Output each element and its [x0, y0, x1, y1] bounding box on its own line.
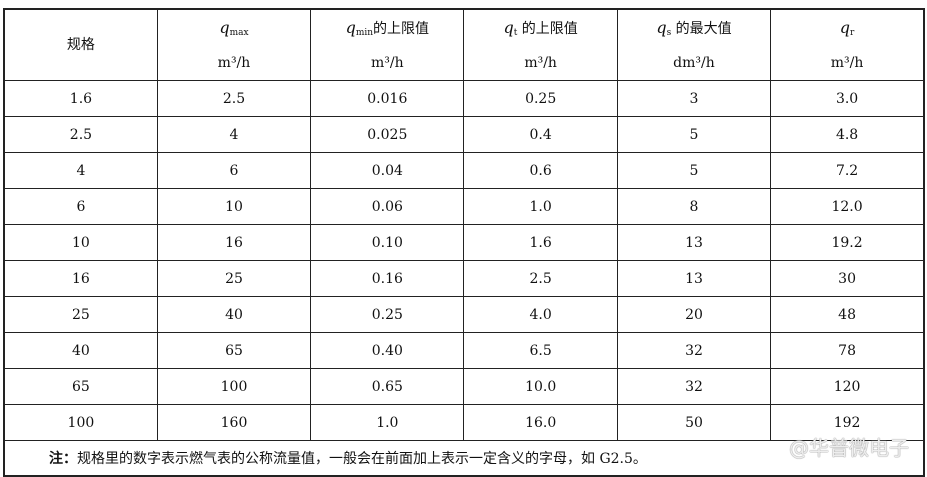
- table-cell: 10.0: [463, 368, 618, 405]
- table-cell: 0.6: [463, 152, 618, 189]
- table-cell: 100: [3, 404, 158, 441]
- table-cell: 19.2: [770, 224, 925, 261]
- table-cell: 1.6: [3, 80, 158, 117]
- table-cell: 1.0: [310, 404, 465, 441]
- table-cell: 0.025: [310, 116, 465, 153]
- header-qmax: qmax m³/h: [156, 8, 312, 81]
- table-cell: 13: [616, 224, 772, 261]
- header-qs: qs 的最大值 dm³/h: [616, 8, 772, 81]
- table-cell: 0.40: [310, 332, 465, 369]
- table-cell: 0.65: [310, 368, 465, 405]
- table-cell: 6: [156, 152, 312, 189]
- header-row: 规格 qmax m³/h qmin的上限值 m³/h qt 的上限值 m³/h qs …: [3, 8, 925, 81]
- table-cell: 0.016: [310, 80, 465, 117]
- table-cell: 4: [156, 116, 312, 153]
- table-row: 2.5 4 0.025 0.4 5 4.8: [3, 116, 925, 153]
- table-cell: 78: [770, 332, 925, 369]
- table-row: 16 25 0.16 2.5 13 30: [3, 260, 925, 297]
- table-cell: 4: [3, 152, 158, 189]
- table-cell: 3.0: [770, 80, 925, 117]
- table-cell: 1.6: [463, 224, 618, 261]
- table-cell: 0.25: [310, 296, 465, 333]
- header-qmin: qmin的上限值 m³/h: [310, 8, 465, 81]
- table-cell: 40: [156, 296, 312, 333]
- table-row: 25 40 0.25 4.0 20 48: [3, 296, 925, 333]
- note: 注：规格里的数字表示燃气表的公称流量值，一般会在前面加上表示一定含义的字母，如 …: [3, 440, 925, 477]
- table-row: 10 16 0.10 1.6 13 19.2: [3, 224, 925, 261]
- table-cell: 7.2: [770, 152, 925, 189]
- table-cell: 2.5: [463, 260, 618, 297]
- table-cell: 0.04: [310, 152, 465, 189]
- table-cell: 0.25: [463, 80, 618, 117]
- table-cell: 5: [616, 116, 772, 153]
- table-cell: 16: [3, 260, 158, 297]
- table-cell: 0.16: [310, 260, 465, 297]
- table-cell: 120: [770, 368, 925, 405]
- table-cell: 100: [156, 368, 312, 405]
- table-cell: 13: [616, 260, 772, 297]
- table-cell: 32: [616, 368, 772, 405]
- note-row: 注：规格里的数字表示燃气表的公称流量值，一般会在前面加上表示一定含义的字母，如 …: [3, 440, 925, 477]
- table-cell: 3: [616, 80, 772, 117]
- watermark: @华普微电子: [789, 436, 909, 460]
- table-cell: 65: [3, 368, 158, 405]
- table-cell: 2.5: [156, 80, 312, 117]
- table-cell: 4.8: [770, 116, 925, 153]
- table-cell: 16: [156, 224, 312, 261]
- header-qt: qt 的上限值 m³/h: [463, 8, 618, 81]
- table-cell: 40: [3, 332, 158, 369]
- table-row: 4 6 0.04 0.6 5 7.2: [3, 152, 925, 189]
- table-cell: 50: [616, 404, 772, 441]
- table-row: 6 10 0.06 1.0 8 12.0: [3, 188, 925, 225]
- table-cell: 10: [156, 188, 312, 225]
- table-cell: 30: [770, 260, 925, 297]
- table-cell: 160: [156, 404, 312, 441]
- table-cell: 0.10: [310, 224, 465, 261]
- table-cell: 1.0: [463, 188, 618, 225]
- table-cell: 8: [616, 188, 772, 225]
- table-cell: 0.4: [463, 116, 618, 153]
- table-row: 40 65 0.40 6.5 32 78: [3, 332, 925, 369]
- table-cell: 32: [616, 332, 772, 369]
- spec-table: 规格 qmax m³/h qmin的上限值 m³/h qt 的上限值 m³/h qs …: [3, 8, 925, 477]
- table-cell: 6: [3, 188, 158, 225]
- table-row: 65 100 0.65 10.0 32 120: [3, 368, 925, 405]
- table-cell: 25: [156, 260, 312, 297]
- table-cell: 65: [156, 332, 312, 369]
- table-cell: 25: [3, 296, 158, 333]
- table-cell: 16.0: [463, 404, 618, 441]
- header-spec: 规格: [3, 8, 158, 81]
- table-cell: 6.5: [463, 332, 618, 369]
- table-cell: 0.06: [310, 188, 465, 225]
- table-row: 1.6 2.5 0.016 0.25 3 3.0: [3, 80, 925, 117]
- table-cell: 12.0: [770, 188, 925, 225]
- table-cell: 5: [616, 152, 772, 189]
- header-qr: qr m³/h: [770, 8, 925, 81]
- table-cell: 10: [3, 224, 158, 261]
- table-cell: 2.5: [3, 116, 158, 153]
- table-cell: 192: [770, 404, 925, 441]
- table-row: 100 160 1.0 16.0 50 192: [3, 404, 925, 441]
- table-cell: 4.0: [463, 296, 618, 333]
- table-cell: 48: [770, 296, 925, 333]
- table-cell: 20: [616, 296, 772, 333]
